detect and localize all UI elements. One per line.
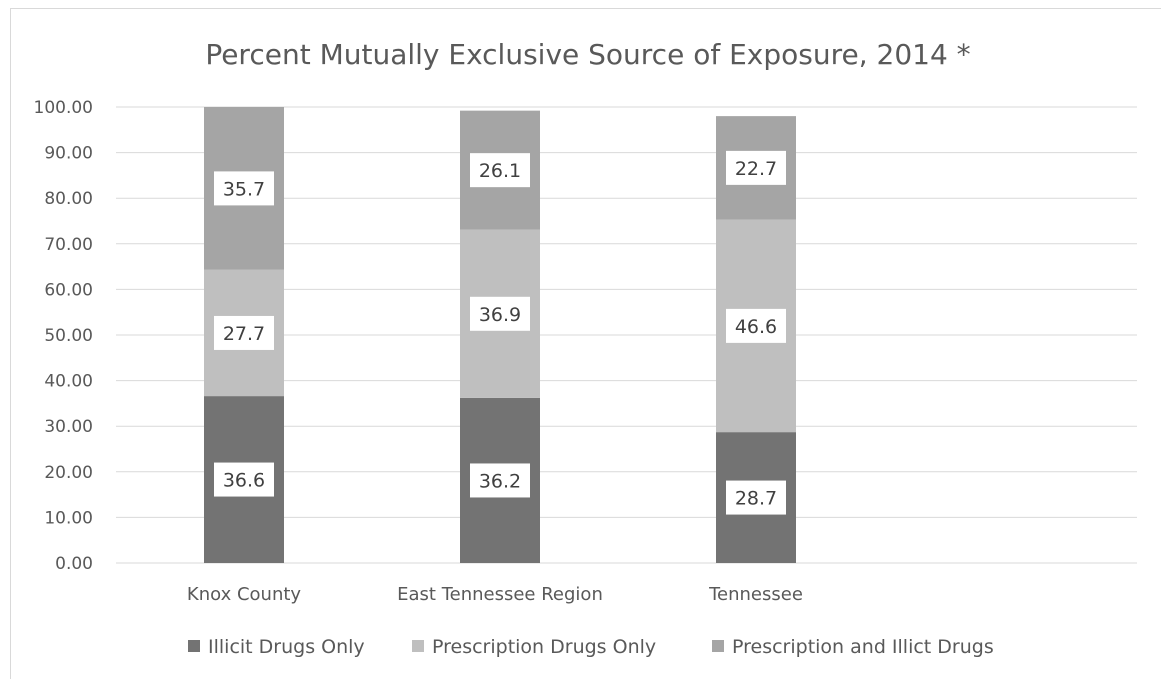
x-tick-label: East Tennessee Region	[397, 584, 603, 605]
y-tick-label: 100.00	[34, 98, 93, 118]
data-label: 28.7	[735, 488, 777, 510]
bars: 36.6 27.7 35.7 36.2 36.9 26.1 28.7 46.6 22.7	[204, 107, 796, 563]
legend-swatch	[412, 640, 424, 652]
data-label: 36.2	[479, 470, 521, 492]
y-tick-label: 30.00	[44, 417, 93, 437]
data-label: 36.6	[223, 470, 265, 492]
y-tick-label: 40.00	[44, 372, 93, 392]
chart-frame	[10, 8, 1161, 679]
legend-entry: Illicit Drugs Only	[208, 636, 365, 658]
data-label: 26.1	[479, 160, 521, 182]
data-label: 35.7	[223, 178, 265, 200]
legend-entry: Prescription Drugs Only	[432, 636, 656, 658]
data-label-box	[726, 480, 786, 515]
y-axis: 0.00 10.00 20.00 30.00 40.00 50.00 60.00 70.00 8…	[34, 98, 93, 574]
data-label-box	[726, 150, 786, 185]
x-tick-label: Tennessee	[708, 584, 803, 605]
legend-swatch	[188, 640, 200, 652]
data-label: 22.7	[735, 158, 777, 180]
data-label-box	[214, 171, 274, 206]
data-label: 46.6	[735, 316, 777, 338]
y-tick-label: 90.00	[44, 144, 93, 164]
data-label-box	[470, 463, 530, 498]
x-axis: Knox County East Tennessee Region Tennesse…	[187, 584, 803, 605]
chart-title: Percent Mutually Exclusive Source of Exp…	[205, 38, 970, 71]
data-label: 36.9	[479, 304, 521, 326]
y-tick-label: 0.00	[55, 554, 93, 574]
data-label-box	[726, 308, 786, 343]
legend: Illicit Drugs Only Prescription Drugs Onl…	[188, 636, 994, 658]
y-tick-label: 50.00	[44, 326, 93, 346]
y-tick-label: 20.00	[44, 463, 93, 483]
data-label-box	[214, 462, 274, 497]
data-label-box	[214, 315, 274, 350]
data-label-box	[470, 296, 530, 331]
x-tick-label: Knox County	[187, 584, 302, 605]
y-tick-label: 70.00	[44, 235, 93, 255]
y-tick-label: 80.00	[44, 189, 93, 209]
gridlines	[116, 106, 1137, 564]
y-tick-label: 60.00	[44, 280, 93, 300]
legend-swatch	[712, 640, 724, 652]
data-label-box	[470, 153, 530, 188]
y-tick-label: 10.00	[44, 508, 93, 528]
data-label: 27.7	[223, 323, 265, 345]
legend-entry: Prescription and Illict Drugs	[732, 636, 994, 658]
